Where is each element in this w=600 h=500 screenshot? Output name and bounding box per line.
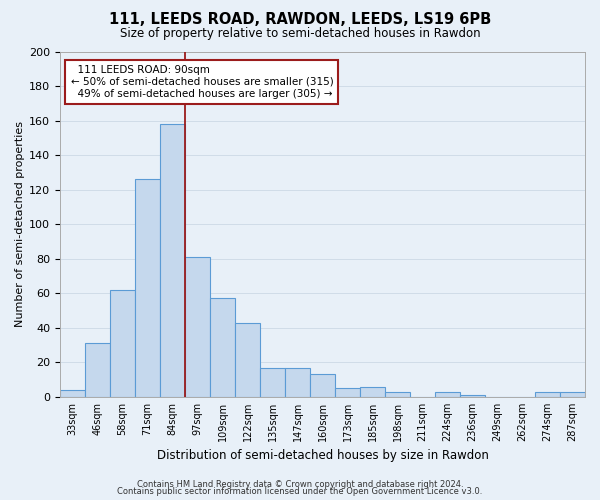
Text: 111, LEEDS ROAD, RAWDON, LEEDS, LS19 6PB: 111, LEEDS ROAD, RAWDON, LEEDS, LS19 6PB	[109, 12, 491, 28]
Bar	[385, 392, 410, 397]
Bar	[60, 390, 85, 397]
Bar	[285, 368, 310, 397]
Bar	[85, 344, 110, 397]
Y-axis label: Number of semi-detached properties: Number of semi-detached properties	[15, 121, 25, 327]
Bar	[160, 124, 185, 397]
Bar	[135, 180, 160, 397]
Bar	[260, 368, 285, 397]
Bar	[335, 388, 360, 397]
Bar	[210, 298, 235, 397]
Bar	[360, 386, 385, 397]
Bar	[110, 290, 135, 397]
Bar	[460, 395, 485, 397]
Bar	[535, 392, 560, 397]
Text: Contains HM Land Registry data © Crown copyright and database right 2024.: Contains HM Land Registry data © Crown c…	[137, 480, 463, 489]
Bar	[310, 374, 335, 397]
Bar	[235, 322, 260, 397]
Text: Contains public sector information licensed under the Open Government Licence v3: Contains public sector information licen…	[118, 488, 482, 496]
Bar	[560, 392, 585, 397]
Text: Size of property relative to semi-detached houses in Rawdon: Size of property relative to semi-detach…	[119, 28, 481, 40]
Text: 111 LEEDS ROAD: 90sqm  
← 50% of semi-detached houses are smaller (315)
  49% of: 111 LEEDS ROAD: 90sqm ← 50% of semi-deta…	[71, 66, 333, 98]
Bar	[185, 257, 210, 397]
X-axis label: Distribution of semi-detached houses by size in Rawdon: Distribution of semi-detached houses by …	[157, 450, 488, 462]
Bar	[435, 392, 460, 397]
